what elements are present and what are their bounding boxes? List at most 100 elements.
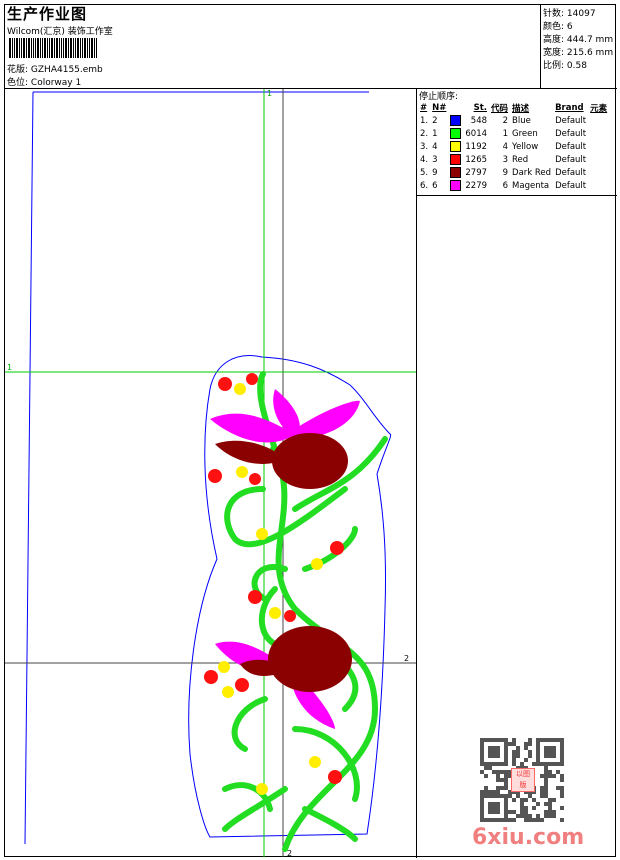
- barcode-bar: [19, 38, 20, 58]
- page-title: 生产作业图: [7, 5, 88, 23]
- barcode-bar: [77, 38, 79, 58]
- barcode-bar: [49, 38, 50, 58]
- needle-number: 4: [432, 141, 438, 152]
- barcode-bar: [35, 38, 36, 58]
- row-index: 3.: [420, 141, 429, 152]
- barcode-bar: [82, 38, 83, 58]
- stat-scale: 比例: 0.58: [543, 61, 587, 71]
- stat-height: 高度: 444.7 mm: [543, 35, 614, 45]
- colorway-value: Colorway 1: [30, 78, 82, 88]
- column-header: Brand: [555, 102, 584, 113]
- stitch-count: 548: [470, 115, 488, 126]
- barcode-bar: [68, 38, 69, 58]
- barcode-bar: [40, 38, 41, 58]
- page-frame: [4, 4, 616, 857]
- barcode-bar: [14, 38, 15, 58]
- stat-colors: 颜色: 6: [543, 22, 573, 32]
- column-header: N#: [432, 102, 447, 113]
- panel-divider: [416, 88, 417, 858]
- header-divider: [4, 88, 617, 89]
- stats-divider: [540, 4, 541, 89]
- design-outline: [188, 355, 392, 838]
- dark-red-roses: [215, 433, 352, 692]
- color-code: 6: [502, 180, 509, 191]
- design-value: GZHA4155.emb: [30, 65, 103, 75]
- barcode-bar: [84, 38, 86, 58]
- stitch-count: 1265: [465, 154, 488, 165]
- table-row: 1. 2 548 2 Blue Default: [418, 114, 609, 127]
- red-flowers: [204, 373, 344, 784]
- colorway: 色位: Colorway 1: [7, 75, 81, 88]
- color-table: # N# St. 代码 描述 Brand 元素 1. 2 548 2 Blue Default 2. 1 6…: [418, 101, 609, 192]
- qr-code-watermark: [480, 738, 564, 822]
- row-index: 2.: [420, 128, 429, 139]
- color-description: Magenta: [512, 180, 550, 191]
- barcode-bar: [73, 38, 74, 58]
- table-row: 2. 1 6014 1 Green Default: [418, 127, 609, 140]
- yellow-flowers: [218, 383, 323, 795]
- color-description: Blue: [512, 115, 531, 126]
- color-swatch: [450, 141, 462, 152]
- color-description: Dark Red: [512, 167, 552, 178]
- colorway-label: 色位:: [7, 78, 29, 88]
- barcode-bar: [16, 38, 18, 58]
- outline-left: [24, 91, 369, 845]
- color-description: Red: [512, 154, 529, 165]
- barcode-bar: [61, 38, 62, 58]
- barcode-bar: [91, 38, 93, 58]
- brand: Default: [555, 115, 587, 126]
- brand: Default: [555, 167, 587, 178]
- stitch-count: 6014: [465, 128, 488, 139]
- design-file: 花版: GZHA4155.emb: [7, 62, 103, 75]
- column-header: 代码: [491, 103, 509, 114]
- barcode-bar: [9, 38, 11, 58]
- color-swatch: [450, 154, 462, 165]
- stitch-count: 2279: [465, 180, 488, 191]
- stamp-seal: 以图版: [511, 768, 535, 792]
- brand: Default: [555, 141, 587, 152]
- color-code: 3: [502, 154, 509, 165]
- barcode-bar: [42, 38, 43, 58]
- column-header: St.: [473, 102, 488, 113]
- column-header: 元素: [590, 103, 608, 114]
- watermark-logo: 6xiu.com: [472, 825, 585, 850]
- barcode-bar: [44, 38, 46, 58]
- guide-h2-label: 2: [404, 654, 409, 663]
- barcode-bar: [28, 38, 30, 58]
- barcode-bar: [96, 38, 97, 58]
- barcode-bar: [21, 38, 22, 58]
- needle-number: 6: [432, 180, 438, 191]
- barcode-bar: [51, 38, 53, 58]
- column-header: 描述: [512, 103, 530, 114]
- barcode-bar: [94, 38, 95, 58]
- brand: Default: [555, 180, 587, 191]
- barcode-bar: [47, 38, 48, 58]
- row-index: 6.: [420, 180, 429, 191]
- stitch-count: 2797: [465, 167, 488, 178]
- barcode-bar: [31, 38, 32, 58]
- guide-v1-label: 1: [267, 89, 272, 98]
- guide-h1-label: 1: [7, 363, 12, 372]
- company-name: Wilcom(汇京) 装饰工作室: [7, 27, 113, 37]
- barcode-bar: [23, 38, 25, 58]
- stitch-count: 1192: [465, 141, 488, 152]
- color-swatch: [450, 167, 462, 178]
- needle-number: 9: [432, 167, 438, 178]
- color-code: 4: [502, 141, 509, 152]
- color-swatch: [450, 180, 462, 191]
- color-code: 1: [502, 128, 509, 139]
- barcode-bar: [63, 38, 64, 58]
- barcode-bar: [80, 38, 81, 58]
- brand: Default: [555, 154, 587, 165]
- color-swatch: [450, 128, 462, 139]
- barcode-bar: [37, 38, 39, 58]
- table-row: 6. 6 2279 6 Magenta Default: [418, 179, 609, 192]
- table-row: 5. 9 2797 9 Dark Red Default: [418, 166, 609, 179]
- stop-sequence-title: 停止顺序:: [419, 92, 459, 102]
- table-row: 3. 4 1192 4 Yellow Default: [418, 140, 609, 153]
- barcode-bar: [56, 38, 58, 58]
- barcode-bar: [54, 38, 55, 58]
- barcode-bar: [87, 38, 88, 58]
- row-index: 4.: [420, 154, 429, 165]
